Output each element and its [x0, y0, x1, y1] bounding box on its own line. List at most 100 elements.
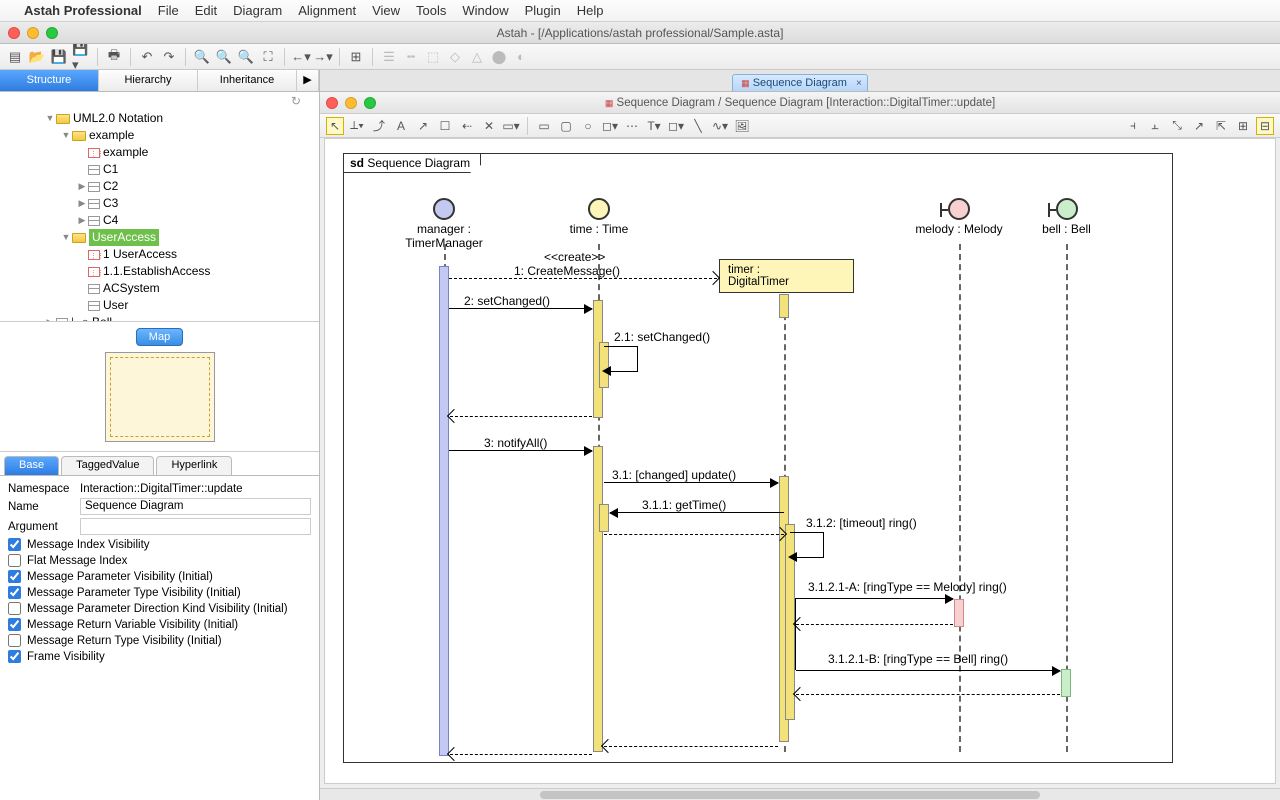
undo-button[interactable]: ↶ — [138, 48, 156, 66]
rect-tool[interactable]: ▭ — [535, 117, 553, 135]
align-7[interactable]: ⊟ — [1256, 117, 1274, 135]
tree-node[interactable]: C1 — [4, 161, 311, 178]
menu-plugin[interactable]: Plugin — [525, 3, 561, 18]
m31-return[interactable] — [604, 746, 778, 747]
async-tool[interactable]: A — [392, 117, 410, 135]
align-1[interactable]: ⫞ — [1124, 117, 1142, 135]
tree-node[interactable]: ACSystem — [4, 280, 311, 297]
zoomin-button[interactable]: 🔍 — [193, 48, 211, 66]
tree-node[interactable]: User — [4, 297, 311, 314]
property-checkbox[interactable]: Frame Visibility — [8, 650, 311, 663]
destroy-tool[interactable]: ☐ — [436, 117, 454, 135]
text-tool[interactable]: T▾ — [645, 117, 663, 135]
tab-more[interactable]: ▶ — [297, 70, 319, 91]
back-button[interactable]: ←▾ — [292, 48, 310, 66]
frame-tool[interactable]: ▭▾ — [502, 117, 520, 135]
h-scrollbar[interactable] — [320, 788, 1280, 800]
zoomout-button[interactable]: 🔍 — [237, 48, 255, 66]
pointer-tool[interactable]: ↖ — [326, 117, 344, 135]
ptab-hyperlink[interactable]: Hyperlink — [156, 456, 232, 475]
m311-return[interactable] — [604, 534, 784, 535]
tree-node[interactable]: 1 UserAccess — [4, 246, 311, 263]
tab-hierarchy[interactable]: Hierarchy — [99, 70, 198, 91]
property-checkbox[interactable]: Flat Message Index — [8, 554, 311, 567]
m311-line[interactable] — [610, 512, 784, 513]
lifeline-time[interactable]: time : Time — [554, 198, 644, 236]
minimap-thumb[interactable] — [105, 352, 215, 442]
lifeline-bell[interactable]: bell : Bell — [1029, 198, 1104, 236]
image-tool[interactable]: 🖼 — [733, 117, 751, 135]
map-button[interactable]: Map — [136, 328, 183, 346]
menu-view[interactable]: View — [372, 3, 400, 18]
m2-line[interactable] — [449, 308, 592, 309]
property-checkbox[interactable]: Message Parameter Visibility (Initial) — [8, 570, 311, 583]
rect2-tool[interactable]: ▢ — [557, 117, 575, 135]
menu-tools[interactable]: Tools — [416, 3, 446, 18]
open-button[interactable]: 📂 — [28, 48, 46, 66]
property-checkbox[interactable]: Message Return Type Visibility (Initial) — [8, 634, 311, 647]
dash-tool[interactable]: ⋯ — [623, 117, 641, 135]
fwd-button[interactable]: →▾ — [314, 48, 332, 66]
m312b-return[interactable] — [796, 694, 1060, 695]
menu-file[interactable]: File — [158, 3, 179, 18]
m3-line[interactable] — [449, 450, 592, 451]
tree-node[interactable]: 1.1.EstablishAccess — [4, 263, 311, 280]
m31-line[interactable] — [604, 482, 778, 483]
freehand-tool[interactable]: ∿▾ — [711, 117, 729, 135]
tree-node[interactable]: ▼example — [4, 127, 311, 144]
redo-button[interactable]: ↷ — [160, 48, 178, 66]
m3-return[interactable] — [450, 754, 592, 755]
lifeline-manager[interactable]: manager : TimerManager — [384, 198, 504, 250]
property-checkbox[interactable]: Message Parameter Type Visibility (Initi… — [8, 586, 311, 599]
saveas-button[interactable]: 💾▾ — [72, 48, 90, 66]
note-tool[interactable]: ◻▾ — [601, 117, 619, 135]
tree-view[interactable]: ▼UML2.0 Notation▼exampleexampleC1▶C2▶C3 ▶… — [0, 92, 319, 322]
close-tab-icon[interactable]: × — [856, 78, 862, 89]
msg-tool[interactable]: ⤴ — [370, 117, 388, 135]
align-4[interactable]: ↗ — [1190, 117, 1208, 135]
property-checkbox[interactable]: Message Return Variable Visibility (Init… — [8, 618, 311, 631]
app-name[interactable]: Astah Professional — [24, 3, 142, 18]
zoomfit-button[interactable]: 🔍 — [215, 48, 233, 66]
m312-line[interactable] — [790, 532, 824, 558]
align-2[interactable]: ⫠ — [1146, 117, 1164, 135]
align-6[interactable]: ⊞ — [1234, 117, 1252, 135]
m312a-return[interactable] — [796, 624, 953, 625]
shape-tool[interactable]: ◻▾ — [667, 117, 685, 135]
save-button[interactable]: 💾 — [50, 48, 68, 66]
menu-edit[interactable]: Edit — [195, 3, 217, 18]
tree-node[interactable]: ▶⊢○ Bell — [4, 314, 311, 322]
menu-alignment[interactable]: Alignment — [298, 3, 356, 18]
tree-node[interactable]: example — [4, 144, 311, 161]
tree-node[interactable]: ▶C3 — [4, 195, 311, 212]
property-checkbox[interactable]: Message Index Visibility — [8, 538, 311, 551]
print-button[interactable]: 🖶 — [105, 48, 123, 66]
stop-tool[interactable]: ✕ — [480, 117, 498, 135]
lifeline-tool[interactable]: ⟂▾ — [348, 117, 366, 135]
obj-timer[interactable]: timer :DigitalTimer — [719, 259, 854, 293]
grid-button[interactable]: ⊞ — [347, 48, 365, 66]
m21-line[interactable] — [604, 346, 638, 372]
tree-node[interactable]: ▶C2 — [4, 178, 311, 195]
align-3[interactable]: ⤡ — [1168, 117, 1186, 135]
line-tool[interactable]: ╲ — [689, 117, 707, 135]
menu-window[interactable]: Window — [462, 3, 508, 18]
m312a-line[interactable] — [796, 598, 953, 599]
tree-node[interactable]: ▼UML2.0 Notation — [4, 110, 311, 127]
reply-tool[interactable]: ⇠ — [458, 117, 476, 135]
ptab-tagged[interactable]: TaggedValue — [61, 456, 154, 475]
create-tool[interactable]: ↗ — [414, 117, 432, 135]
ptab-base[interactable]: Base — [4, 456, 59, 475]
m2-return[interactable] — [450, 416, 592, 417]
menu-diagram[interactable]: Diagram — [233, 3, 282, 18]
tab-structure[interactable]: Structure — [0, 70, 99, 91]
align-5[interactable]: ⇱ — [1212, 117, 1230, 135]
ellipse-tool[interactable]: ○ — [579, 117, 597, 135]
new-button[interactable]: ▤ — [6, 48, 24, 66]
property-checkbox[interactable]: Message Parameter Direction Kind Visibil… — [8, 602, 311, 615]
m1-line[interactable] — [449, 278, 717, 279]
lifeline-melody[interactable]: melody : Melody — [904, 198, 1014, 236]
diagram-canvas[interactable]: sd sd Sequence DiagramSequence Diagram m… — [324, 138, 1276, 784]
menu-help[interactable]: Help — [577, 3, 604, 18]
fit-button[interactable]: ⛶ — [259, 48, 277, 66]
